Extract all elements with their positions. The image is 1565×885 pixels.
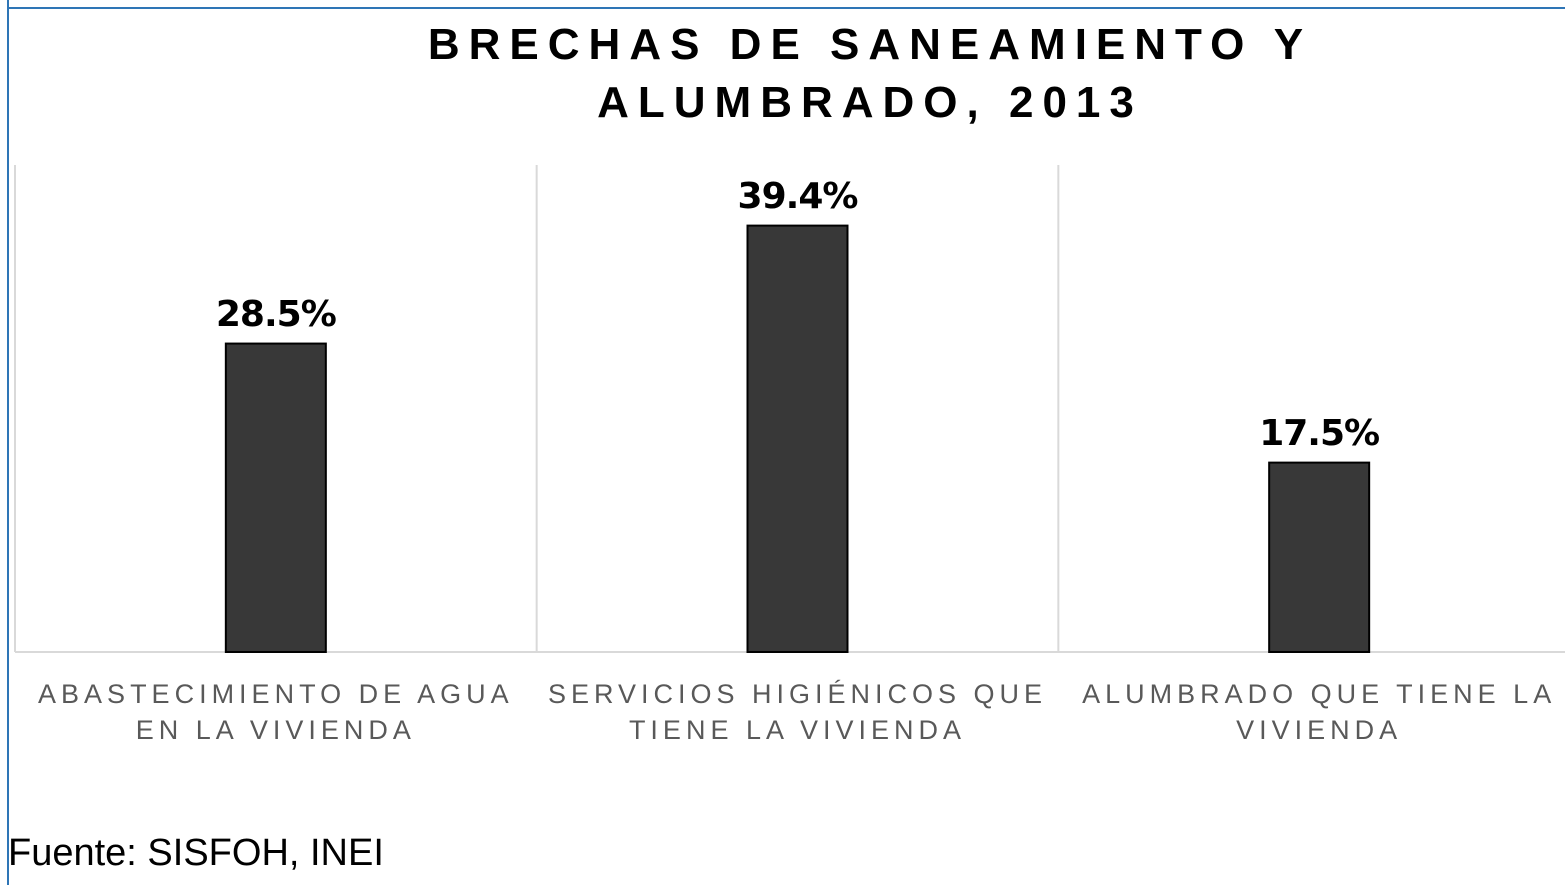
data-label: 39.4%: [737, 175, 859, 217]
x-tick-label: ABASTECIMIENTO DE AGUA EN LA VIVIENDA: [38, 679, 514, 745]
bar: [1268, 461, 1371, 653]
bar: [224, 342, 327, 653]
data-label: 17.5%: [1259, 412, 1380, 454]
x-tick-label: SERVICIOS HIGIÉNICOS QUE TIENE LA VIVIEN…: [547, 679, 1048, 745]
bar: [746, 224, 849, 654]
source-note: Fuente: SISFOH, INEI: [8, 832, 384, 874]
x-tick-label: ALUMBRADO QUE TIENE LA VIVIENDA: [1082, 679, 1557, 745]
chart-title: BRECHAS DE SANEAMIENTO Y ALUMBRADO, 2013: [427, 20, 1313, 127]
data-label: 28.5%: [215, 293, 337, 335]
